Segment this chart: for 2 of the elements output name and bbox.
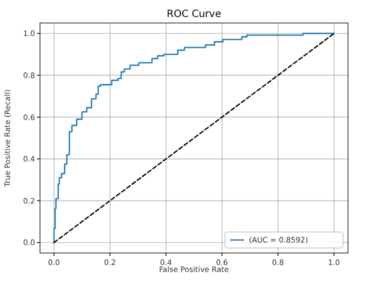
- line-series: [53, 32, 335, 244]
- chart-title: ROC Curve: [166, 9, 222, 20]
